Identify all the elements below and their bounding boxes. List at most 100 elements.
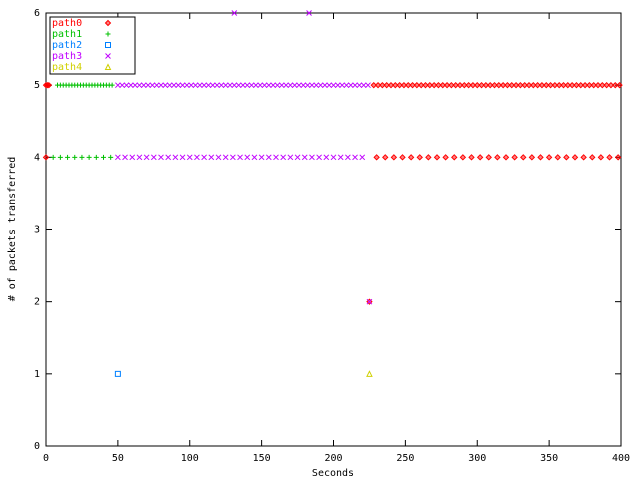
data-point (461, 81, 468, 89)
data-point (616, 81, 623, 89)
data-point (405, 81, 412, 89)
data-point (313, 82, 320, 89)
data-point (352, 154, 358, 161)
y-tick-label: 0 (34, 441, 40, 452)
data-point (508, 81, 515, 89)
data-point (326, 82, 333, 89)
data-point (495, 81, 503, 89)
data-point (413, 81, 421, 89)
data-point (86, 154, 92, 160)
data-point (330, 82, 337, 89)
x-tick-label: 150 (253, 453, 271, 464)
data-point (205, 82, 212, 89)
data-point (339, 82, 345, 89)
legend-box (49, 16, 136, 75)
data-point (448, 81, 455, 89)
data-point (50, 154, 56, 160)
data-point (469, 81, 477, 89)
data-point (294, 154, 301, 161)
data-point (149, 82, 156, 89)
data-point (485, 154, 492, 161)
data-point (392, 81, 399, 89)
legend-label: path3 (52, 51, 82, 62)
data-point (337, 154, 344, 161)
data-point (416, 154, 423, 161)
data-point (218, 82, 225, 89)
data-point (443, 81, 451, 89)
x-tick-label: 400 (612, 453, 630, 464)
data-point (554, 154, 561, 161)
y-axis-label: # of packets transferred (7, 157, 18, 302)
x-tick-label: 200 (324, 453, 342, 464)
data-point (274, 82, 281, 89)
data-point (537, 154, 544, 161)
x-tick-label: 100 (181, 453, 199, 464)
data-point (244, 154, 251, 161)
data-point (45, 81, 53, 89)
data-point (586, 81, 593, 89)
data-point (79, 154, 85, 160)
data-point (528, 154, 536, 161)
data-point (555, 81, 563, 89)
data-point (545, 154, 553, 161)
data-point (502, 154, 510, 161)
data-point (343, 82, 350, 89)
data-point (379, 81, 386, 89)
data-point (439, 81, 446, 89)
data-point (525, 81, 533, 89)
data-point (140, 82, 147, 89)
data-point (433, 154, 441, 161)
data-point (551, 81, 559, 89)
data-point (301, 154, 308, 161)
data-point (209, 82, 216, 89)
data-point (486, 81, 494, 89)
data-point (425, 154, 432, 161)
data-point (270, 82, 276, 89)
data-point (390, 154, 398, 161)
data-point (132, 82, 138, 89)
data-point (359, 154, 366, 161)
data-point (129, 154, 136, 161)
data-point (476, 154, 484, 161)
data-point (435, 81, 442, 89)
data-point (465, 81, 472, 89)
data-point (115, 82, 121, 89)
data-point (186, 154, 193, 161)
data-point (57, 154, 63, 160)
data-point (580, 154, 587, 161)
data-point (309, 154, 315, 161)
data-point (240, 82, 246, 89)
data-point (158, 82, 164, 89)
data-point (150, 154, 157, 161)
data-point (222, 82, 229, 89)
legend-label: path2 (52, 40, 82, 51)
data-point (581, 81, 589, 89)
data-point (72, 154, 78, 160)
data-point (235, 82, 242, 89)
data-point (482, 81, 490, 89)
legend-label: path4 (52, 62, 82, 73)
data-point (387, 81, 395, 89)
data-point (494, 154, 501, 161)
y-tick-label: 1 (34, 369, 40, 380)
data-point (564, 81, 572, 89)
data-point (114, 370, 121, 377)
data-point (468, 154, 475, 161)
data-point (65, 154, 71, 160)
data-point (356, 82, 363, 89)
data-point (599, 81, 606, 89)
data-point (521, 81, 528, 89)
data-point (188, 82, 195, 89)
data-point (530, 81, 537, 89)
data-point (257, 82, 264, 89)
data-point (517, 81, 524, 89)
data-point (145, 82, 151, 89)
data-point (231, 82, 238, 89)
data-point (452, 81, 459, 89)
data-point (590, 81, 597, 89)
data-point (179, 154, 186, 161)
data-point (184, 82, 190, 89)
data-point (571, 154, 579, 161)
